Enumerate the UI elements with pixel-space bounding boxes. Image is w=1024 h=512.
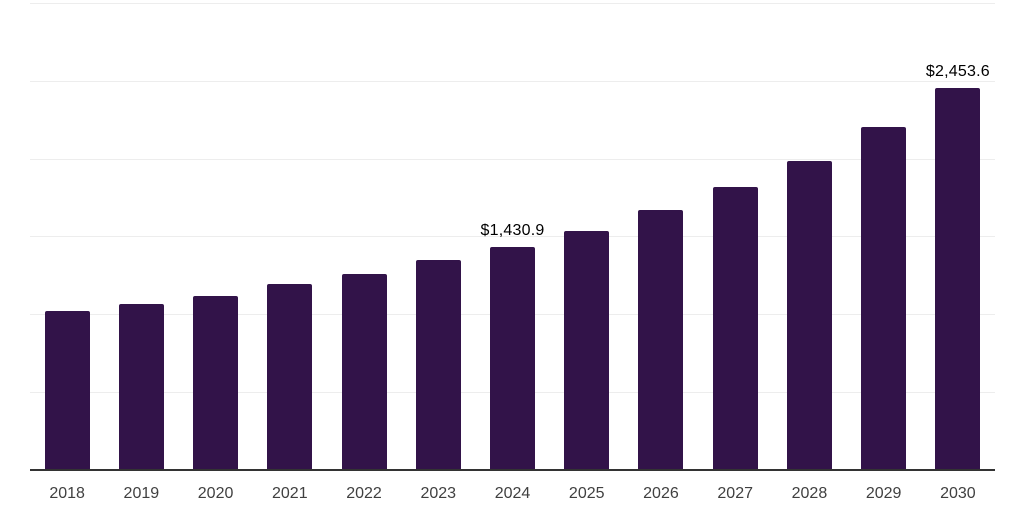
bar-value-label-2024: $1,430.9 xyxy=(480,222,545,240)
bar-2027 xyxy=(712,186,758,470)
bar-2023 xyxy=(415,260,461,470)
x-axis-tick-label-2024: 2024 xyxy=(494,485,531,502)
bar-2019 xyxy=(118,304,164,470)
bar-2018 xyxy=(44,311,90,470)
x-axis-tick-label-2020: 2020 xyxy=(197,485,234,502)
x-axis-tick-label-2023: 2023 xyxy=(420,485,457,502)
bar-2030 xyxy=(935,88,981,470)
x-axis-tick-label-2022: 2022 xyxy=(346,485,382,502)
bar-value-label-2030: $2,453.6 xyxy=(925,63,990,81)
x-axis-tick-label-2030: 2030 xyxy=(940,485,976,502)
gridline xyxy=(30,3,995,4)
bar-2022 xyxy=(341,274,387,470)
x-axis-tick-label-2021: 2021 xyxy=(272,485,308,502)
bar-2021 xyxy=(267,284,313,470)
gridline xyxy=(30,236,995,238)
bar-2024 xyxy=(490,247,535,470)
bar-2029 xyxy=(861,127,907,470)
x-axis-tick-label-2028: 2028 xyxy=(791,485,828,502)
x-axis-tick-label-2025: 2025 xyxy=(568,485,605,502)
gridline xyxy=(30,158,995,160)
x-axis-tick-label-2027: 2027 xyxy=(717,485,753,502)
x-axis-tick-label-2019: 2019 xyxy=(123,485,160,502)
x-axis-tick-label-2018: 2018 xyxy=(49,485,85,502)
x-axis-tick-label-2026: 2026 xyxy=(643,485,679,502)
x-axis-line xyxy=(30,469,995,471)
x-axis-tick-label-2029: 2029 xyxy=(865,485,902,502)
bar-2028 xyxy=(786,161,832,470)
bar-2025 xyxy=(564,230,610,470)
bar-2026 xyxy=(638,210,684,470)
bar-2020 xyxy=(193,295,239,470)
gridline xyxy=(30,80,995,82)
